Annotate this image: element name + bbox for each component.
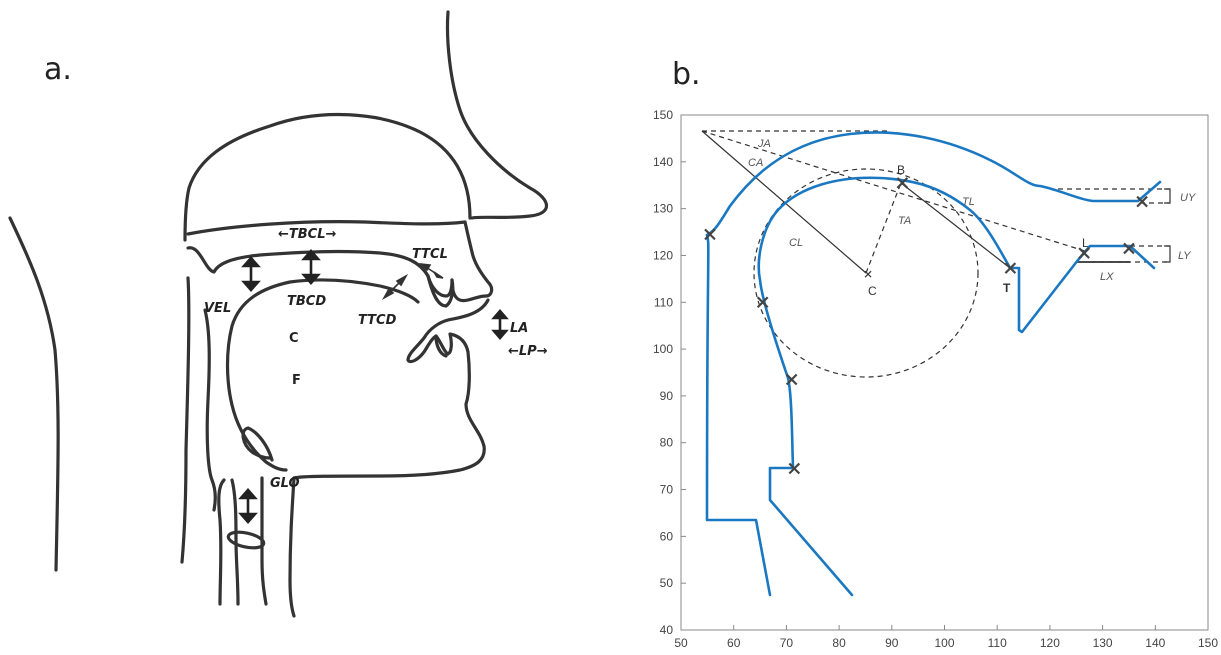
landmark-x-marker	[756, 296, 769, 309]
x-tick-label: 120	[1040, 636, 1060, 650]
tract-outer-outline	[705, 233, 772, 597]
vocal-folds	[226, 530, 266, 550]
y-tick-label: 140	[653, 155, 673, 169]
y-tick-label: 60	[660, 529, 674, 543]
c-point-label: C	[868, 284, 877, 298]
vel-label: VEL	[204, 301, 231, 316]
head-back-outline	[8, 216, 60, 572]
ja-label: JA	[757, 138, 771, 150]
ly-label: LY	[1178, 250, 1191, 262]
la-arrow	[491, 309, 509, 340]
x-tick-label: 50	[674, 636, 688, 650]
x-tick-label: 100	[934, 636, 954, 650]
cl-line	[701, 130, 867, 274]
t-label: T	[1003, 281, 1011, 295]
uy-label: UY	[1180, 192, 1196, 204]
glo-label: GLO	[270, 476, 300, 491]
pharynx-back-wall	[180, 276, 191, 564]
landmark-x-marker	[1078, 247, 1090, 259]
tbcd-arrow	[301, 249, 321, 285]
ttcl-label: TTCL	[412, 247, 448, 262]
y-tick-label: 70	[660, 483, 674, 497]
y-tick-label: 90	[660, 389, 674, 403]
tract-palate-outline	[705, 131, 1162, 237]
x-tick-label: 130	[1093, 636, 1113, 650]
upper-tooth	[426, 274, 455, 308]
landmark-x-marker	[896, 177, 909, 189]
l-label: L	[1082, 236, 1089, 250]
panel-a-diagram: ←TBCL→ TTCL VEL TBCD TTCD LA ←LP→ C F GL…	[8, 10, 549, 618]
x-tick-label: 90	[885, 636, 899, 650]
lp-label: ←LP→	[508, 344, 548, 359]
y-tick-label: 100	[653, 342, 673, 356]
tbcl-label: ←TBCL→	[278, 227, 336, 242]
landmark-x-marker	[1123, 242, 1135, 255]
larynx-left	[217, 478, 226, 606]
throat-front	[288, 476, 296, 618]
x-tick-label: 80	[832, 636, 846, 650]
x-axis-ticks: 50 60 70 80 90 100 110 120 130 140 150	[674, 625, 1218, 650]
ca-label: CA	[748, 157, 763, 169]
landmark-x-marker	[788, 462, 801, 475]
center-c-marker	[864, 270, 872, 278]
cl-label: CL	[789, 237, 803, 249]
panel-b-label: b.	[672, 57, 701, 92]
la-label: LA	[510, 321, 528, 336]
palate-lower-line	[186, 220, 494, 303]
tract-tongue-outline	[757, 176, 1012, 597]
tract-teeth-outline	[1008, 244, 1156, 334]
y-tick-label: 120	[653, 248, 673, 262]
y-tick-label: 50	[660, 576, 674, 590]
x-tick-label: 70	[780, 636, 794, 650]
x-tick-label: 110	[988, 636, 1007, 650]
x-tick-label: 150	[1198, 636, 1218, 650]
c-label: C	[289, 331, 299, 346]
y-tick-label: 150	[653, 108, 673, 122]
ttcl-arrow	[418, 262, 444, 279]
uy-bracket	[1164, 188, 1171, 204]
ly-bracket	[1164, 245, 1171, 263]
nasal-cavity-outline	[183, 112, 472, 242]
y-tick-label: 40	[660, 623, 674, 637]
landmark-x-marker	[1004, 262, 1017, 274]
larynx-right	[260, 476, 268, 606]
tl-label: TL	[962, 196, 975, 208]
landmark-x-marker	[704, 228, 716, 241]
ta-line	[865, 182, 902, 274]
x-tick-label: 140	[1145, 636, 1165, 650]
ja-line-diag	[701, 130, 1089, 253]
epiglottis-outline	[241, 426, 274, 462]
b-label: B	[897, 163, 905, 177]
larynx-mid	[230, 478, 240, 606]
f-label: F	[292, 373, 301, 388]
ttcd-arrow	[381, 273, 409, 301]
y-tick-label: 110	[654, 295, 673, 309]
pharynx-front-wall	[203, 308, 217, 512]
landmark-x-marker	[785, 373, 798, 386]
tbcd-label: TBCD	[287, 294, 326, 309]
y-tick-label: 80	[660, 436, 674, 450]
palate-upper-line	[186, 220, 467, 236]
face-outline	[445, 10, 549, 220]
lower-lip-outline	[292, 298, 490, 480]
landmark-markers	[704, 177, 1148, 475]
tongue-outline	[225, 278, 420, 472]
x-tick-label: 60	[727, 636, 741, 650]
tongue-circle	[753, 168, 979, 378]
lower-tooth	[434, 334, 448, 358]
panel-a-label: a.	[44, 52, 72, 87]
y-axis-ticks: 40 50 60 70 80 90 100 110 120 130 140 150	[653, 108, 686, 637]
tl-line	[900, 182, 1011, 269]
landmark-x-marker	[1136, 195, 1148, 208]
glo-arrow	[238, 488, 258, 524]
vel-arrow	[241, 256, 261, 292]
y-tick-label: 130	[653, 202, 673, 216]
ttcd-label: TTCD	[358, 313, 397, 328]
ta-label: TA	[898, 215, 911, 227]
lx-label: LX	[1100, 271, 1114, 283]
